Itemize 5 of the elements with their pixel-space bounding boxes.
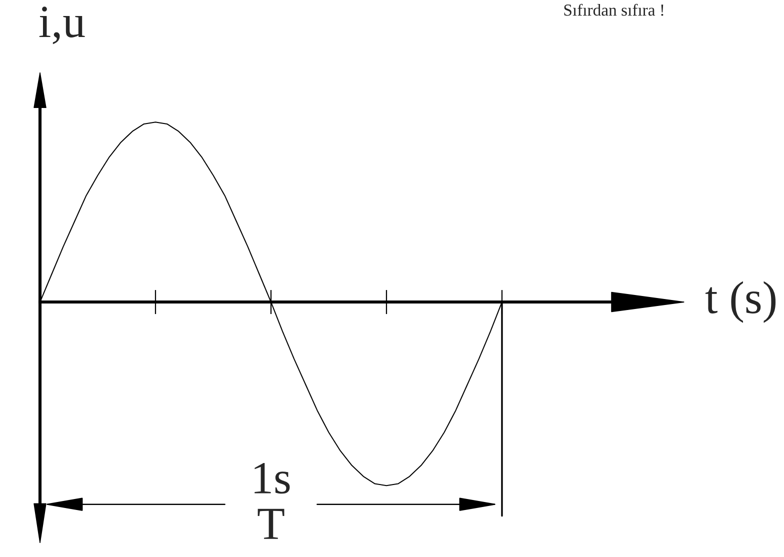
text: Sıfırdan sıfıra ! <box>564 4 664 16</box>
text: T <box>258 508 284 539</box>
x-axis-title: t (s) <box>705 281 776 323</box>
y-axis-title: i,u <box>39 6 85 44</box>
annotation: 1s <box>254 462 290 494</box>
